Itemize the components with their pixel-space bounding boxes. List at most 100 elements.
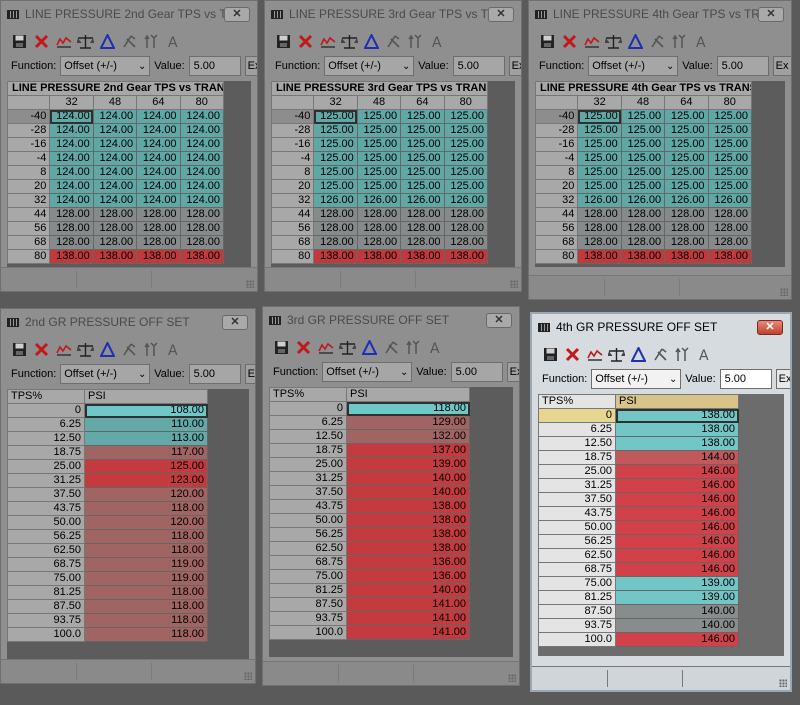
delete-icon[interactable]: [297, 33, 314, 50]
psi-cell[interactable]: 132.00: [346, 429, 470, 444]
grid-cell[interactable]: 128.00: [577, 235, 622, 250]
psi-cell[interactable]: 136.00: [346, 569, 470, 584]
row-header[interactable]: 37.50: [538, 492, 616, 507]
row-header[interactable]: 100.0: [269, 625, 347, 640]
grid-cell[interactable]: 125.00: [313, 179, 358, 194]
triangle-icon[interactable]: [363, 33, 380, 50]
grid-cell[interactable]: 138.00: [313, 249, 358, 264]
grid-cell[interactable]: 125.00: [707, 109, 753, 124]
grid-cell[interactable]: 125.00: [707, 151, 753, 166]
font-icon[interactable]: A: [429, 33, 446, 50]
graph-icon[interactable]: [583, 33, 600, 50]
row-header[interactable]: 81.25: [7, 585, 85, 600]
delete-icon[interactable]: [295, 339, 312, 356]
row-header[interactable]: -4: [6, 151, 51, 166]
graph-icon[interactable]: [55, 33, 72, 50]
psi-cell[interactable]: 108.00: [84, 403, 208, 418]
psi-cell[interactable]: 140.00: [615, 618, 739, 633]
x-scale-icon[interactable]: [649, 33, 666, 50]
grid-cell[interactable]: 125.00: [707, 137, 753, 152]
column-header-tps[interactable]: TPS%: [538, 394, 616, 409]
grid-cell[interactable]: 128.00: [707, 221, 753, 236]
font-icon[interactable]: A: [165, 341, 182, 358]
row-header[interactable]: 25.00: [7, 459, 85, 474]
column-header[interactable]: 32: [313, 95, 358, 110]
row-header[interactable]: 8: [534, 165, 579, 180]
grid-cell[interactable]: 124.00: [179, 151, 225, 166]
title-bar[interactable]: LINE PRESSURE 2nd Gear TPS vs TRA...✕: [1, 1, 257, 27]
grid-cell[interactable]: 124.00: [92, 165, 138, 180]
column-header[interactable]: 32: [49, 95, 94, 110]
psi-cell[interactable]: 138.00: [346, 541, 470, 556]
psi-cell[interactable]: 141.00: [346, 597, 470, 612]
title-bar[interactable]: 3rd GR PRESSURE OFF SET ✕: [263, 307, 519, 333]
psi-cell[interactable]: 146.00: [615, 632, 739, 647]
grid-cell[interactable]: 124.00: [179, 179, 225, 194]
row-header[interactable]: 80: [6, 249, 51, 264]
row-header[interactable]: 18.75: [269, 443, 347, 458]
psi-cell[interactable]: 113.00: [84, 431, 208, 446]
font-icon[interactable]: A: [427, 339, 444, 356]
grid-cell[interactable]: 124.00: [179, 193, 225, 208]
row-header[interactable]: 81.25: [269, 583, 347, 598]
row-header[interactable]: 12.50: [538, 436, 616, 451]
function-select[interactable]: Offset (+/-) ⌄: [60, 364, 151, 384]
psi-cell[interactable]: 138.00: [346, 499, 470, 514]
execute-button[interactable]: Ex: [775, 369, 790, 389]
row-header[interactable]: 6.25: [7, 417, 85, 432]
column-header[interactable]: 48: [92, 95, 138, 110]
row-header[interactable]: 62.50: [538, 548, 616, 563]
row-header[interactable]: 32: [534, 193, 579, 208]
resize-grip[interactable]: [779, 679, 787, 687]
grid-cell[interactable]: 124.00: [136, 193, 181, 208]
column-header[interactable]: 80: [443, 95, 489, 110]
psi-cell[interactable]: 118.00: [84, 501, 208, 516]
scale-icon[interactable]: [608, 346, 625, 363]
grid-cell[interactable]: 124.00: [136, 179, 181, 194]
scale-icon[interactable]: [77, 33, 94, 50]
font-icon[interactable]: A: [693, 33, 710, 50]
column-header[interactable]: 64: [400, 95, 445, 110]
grid-cell[interactable]: 124.00: [179, 165, 225, 180]
psi-cell[interactable]: 110.00: [84, 417, 208, 432]
psi-cell[interactable]: 120.00: [84, 487, 208, 502]
resize-grip[interactable]: [244, 672, 252, 680]
row-header[interactable]: 20: [534, 179, 579, 194]
grid-cell[interactable]: 125.00: [620, 151, 666, 166]
psi-cell[interactable]: 118.00: [84, 627, 208, 642]
grid-cell[interactable]: 125.00: [707, 179, 753, 194]
row-header[interactable]: -16: [534, 137, 579, 152]
row-header[interactable]: 50.00: [7, 515, 85, 530]
title-bar[interactable]: 4th GR PRESSURE OFF SET ✕: [532, 314, 790, 340]
grid-cell[interactable]: 125.00: [356, 137, 402, 152]
column-header[interactable]: 80: [707, 95, 753, 110]
up-arrow-icon[interactable]: [671, 33, 688, 50]
row-header[interactable]: 31.25: [7, 473, 85, 488]
grid-cell[interactable]: 125.00: [577, 179, 622, 194]
scale-icon[interactable]: [339, 339, 356, 356]
up-arrow-icon[interactable]: [143, 33, 160, 50]
psi-cell[interactable]: 138.00: [615, 422, 739, 437]
grid-cell[interactable]: 128.00: [136, 235, 181, 250]
value-input[interactable]: 5.00: [452, 56, 505, 76]
grid-cell[interactable]: 138.00: [179, 249, 225, 264]
grid-cell[interactable]: 124.00: [49, 123, 94, 138]
value-input[interactable]: 5.00: [450, 362, 503, 382]
row-header[interactable]: -28: [270, 123, 315, 138]
close-button[interactable]: ✕: [757, 319, 783, 335]
execute-button[interactable]: Ex: [244, 56, 257, 76]
x-scale-icon[interactable]: [121, 33, 138, 50]
grid-cell[interactable]: 124.00: [49, 193, 94, 208]
grid-cell[interactable]: 125.00: [400, 109, 445, 124]
psi-cell[interactable]: 118.00: [84, 585, 208, 600]
row-header[interactable]: 56: [270, 221, 315, 236]
psi-cell[interactable]: 140.00: [346, 485, 470, 500]
grid-cell[interactable]: 128.00: [136, 207, 181, 222]
grid-cell[interactable]: 125.00: [577, 151, 622, 166]
grid-cell[interactable]: 128.00: [664, 207, 709, 222]
grid-cell[interactable]: 125.00: [620, 165, 666, 180]
grid-cell[interactable]: 126.00: [620, 193, 666, 208]
row-header[interactable]: 100.0: [7, 627, 85, 642]
row-header[interactable]: 20: [270, 179, 315, 194]
grid-cell[interactable]: 128.00: [92, 235, 138, 250]
